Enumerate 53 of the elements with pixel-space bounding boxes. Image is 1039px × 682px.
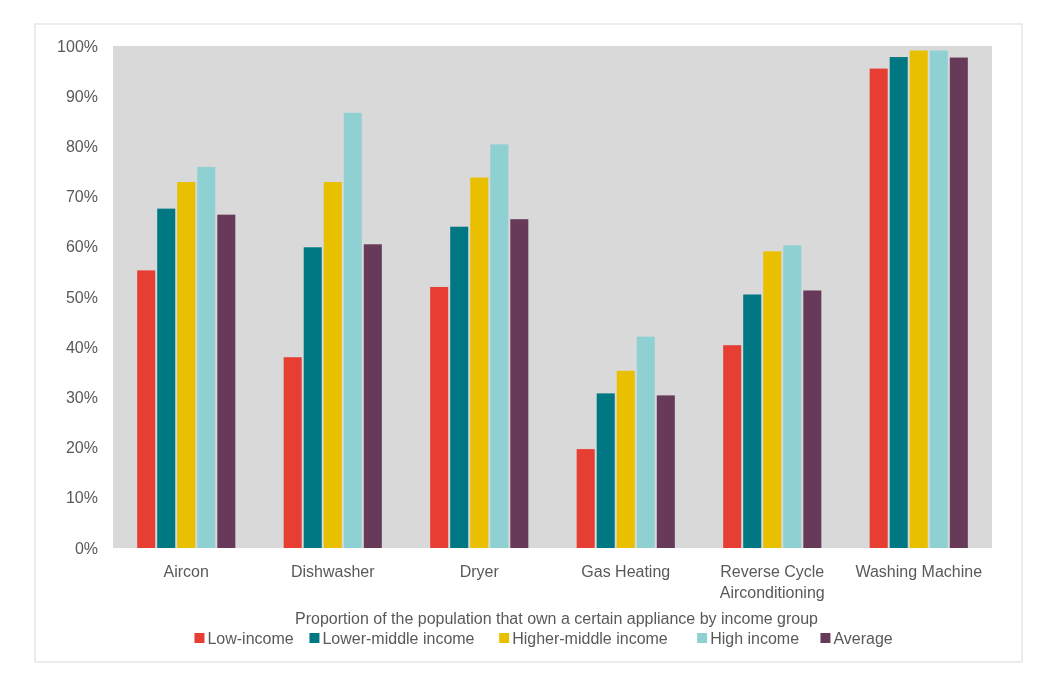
bar — [197, 166, 216, 548]
bar — [723, 345, 742, 548]
x-tick-label: Washing Machine — [855, 563, 983, 580]
y-tick-label: 70% — [65, 188, 98, 206]
bar — [343, 112, 362, 548]
x-tick-label: Gas Heating — [581, 563, 671, 580]
bar — [596, 393, 615, 548]
bar — [803, 290, 822, 548]
bar — [217, 214, 236, 548]
y-tick-label: 60% — [65, 238, 98, 256]
bar — [137, 270, 156, 548]
bar — [450, 226, 469, 548]
y-tick-label: 20% — [65, 439, 98, 457]
bar — [783, 245, 802, 548]
bar — [177, 182, 196, 548]
bar — [869, 68, 888, 548]
bar — [929, 50, 948, 548]
legend-label: Lower-middle income — [322, 630, 475, 647]
bar — [470, 177, 489, 548]
y-tick-label: 30% — [65, 389, 98, 406]
bar — [490, 144, 509, 548]
x-tick-label: Dryer — [459, 563, 500, 580]
bar — [656, 395, 675, 548]
y-tick-label: 40% — [65, 338, 98, 356]
bar — [949, 57, 968, 548]
y-tick-label: 80% — [65, 138, 98, 155]
legend-label: High income — [710, 630, 800, 647]
y-tick-label: 10% — [65, 489, 98, 507]
legend-label: Average — [833, 630, 893, 647]
bar — [636, 336, 655, 548]
bar — [323, 182, 342, 548]
x-axis-title: Proportion of the population that own a certain appliance by income group — [294, 610, 819, 627]
bar — [430, 286, 449, 548]
bar — [303, 247, 322, 548]
x-tick-label: Aircon — [163, 563, 209, 580]
bar — [616, 370, 635, 548]
y-tick-label: 50% — [65, 288, 98, 306]
y-tick-label: 90% — [65, 87, 98, 105]
bar — [283, 357, 302, 548]
bar — [363, 244, 382, 548]
legend-label: Higher-middle income — [512, 630, 668, 647]
bar — [889, 57, 908, 548]
bar — [763, 251, 782, 548]
x-tick-label: Dishwasher — [290, 563, 376, 580]
bar — [510, 219, 529, 548]
y-tick-label: 0% — [74, 539, 98, 557]
bar — [909, 50, 928, 548]
bar — [576, 449, 595, 548]
y-tick-label: 100% — [57, 37, 98, 55]
bar — [743, 294, 762, 548]
legend-label: Low-income — [207, 630, 294, 647]
x-tick-label: Reverse Cycle Airconditioning — [719, 563, 825, 601]
bar — [157, 208, 176, 548]
